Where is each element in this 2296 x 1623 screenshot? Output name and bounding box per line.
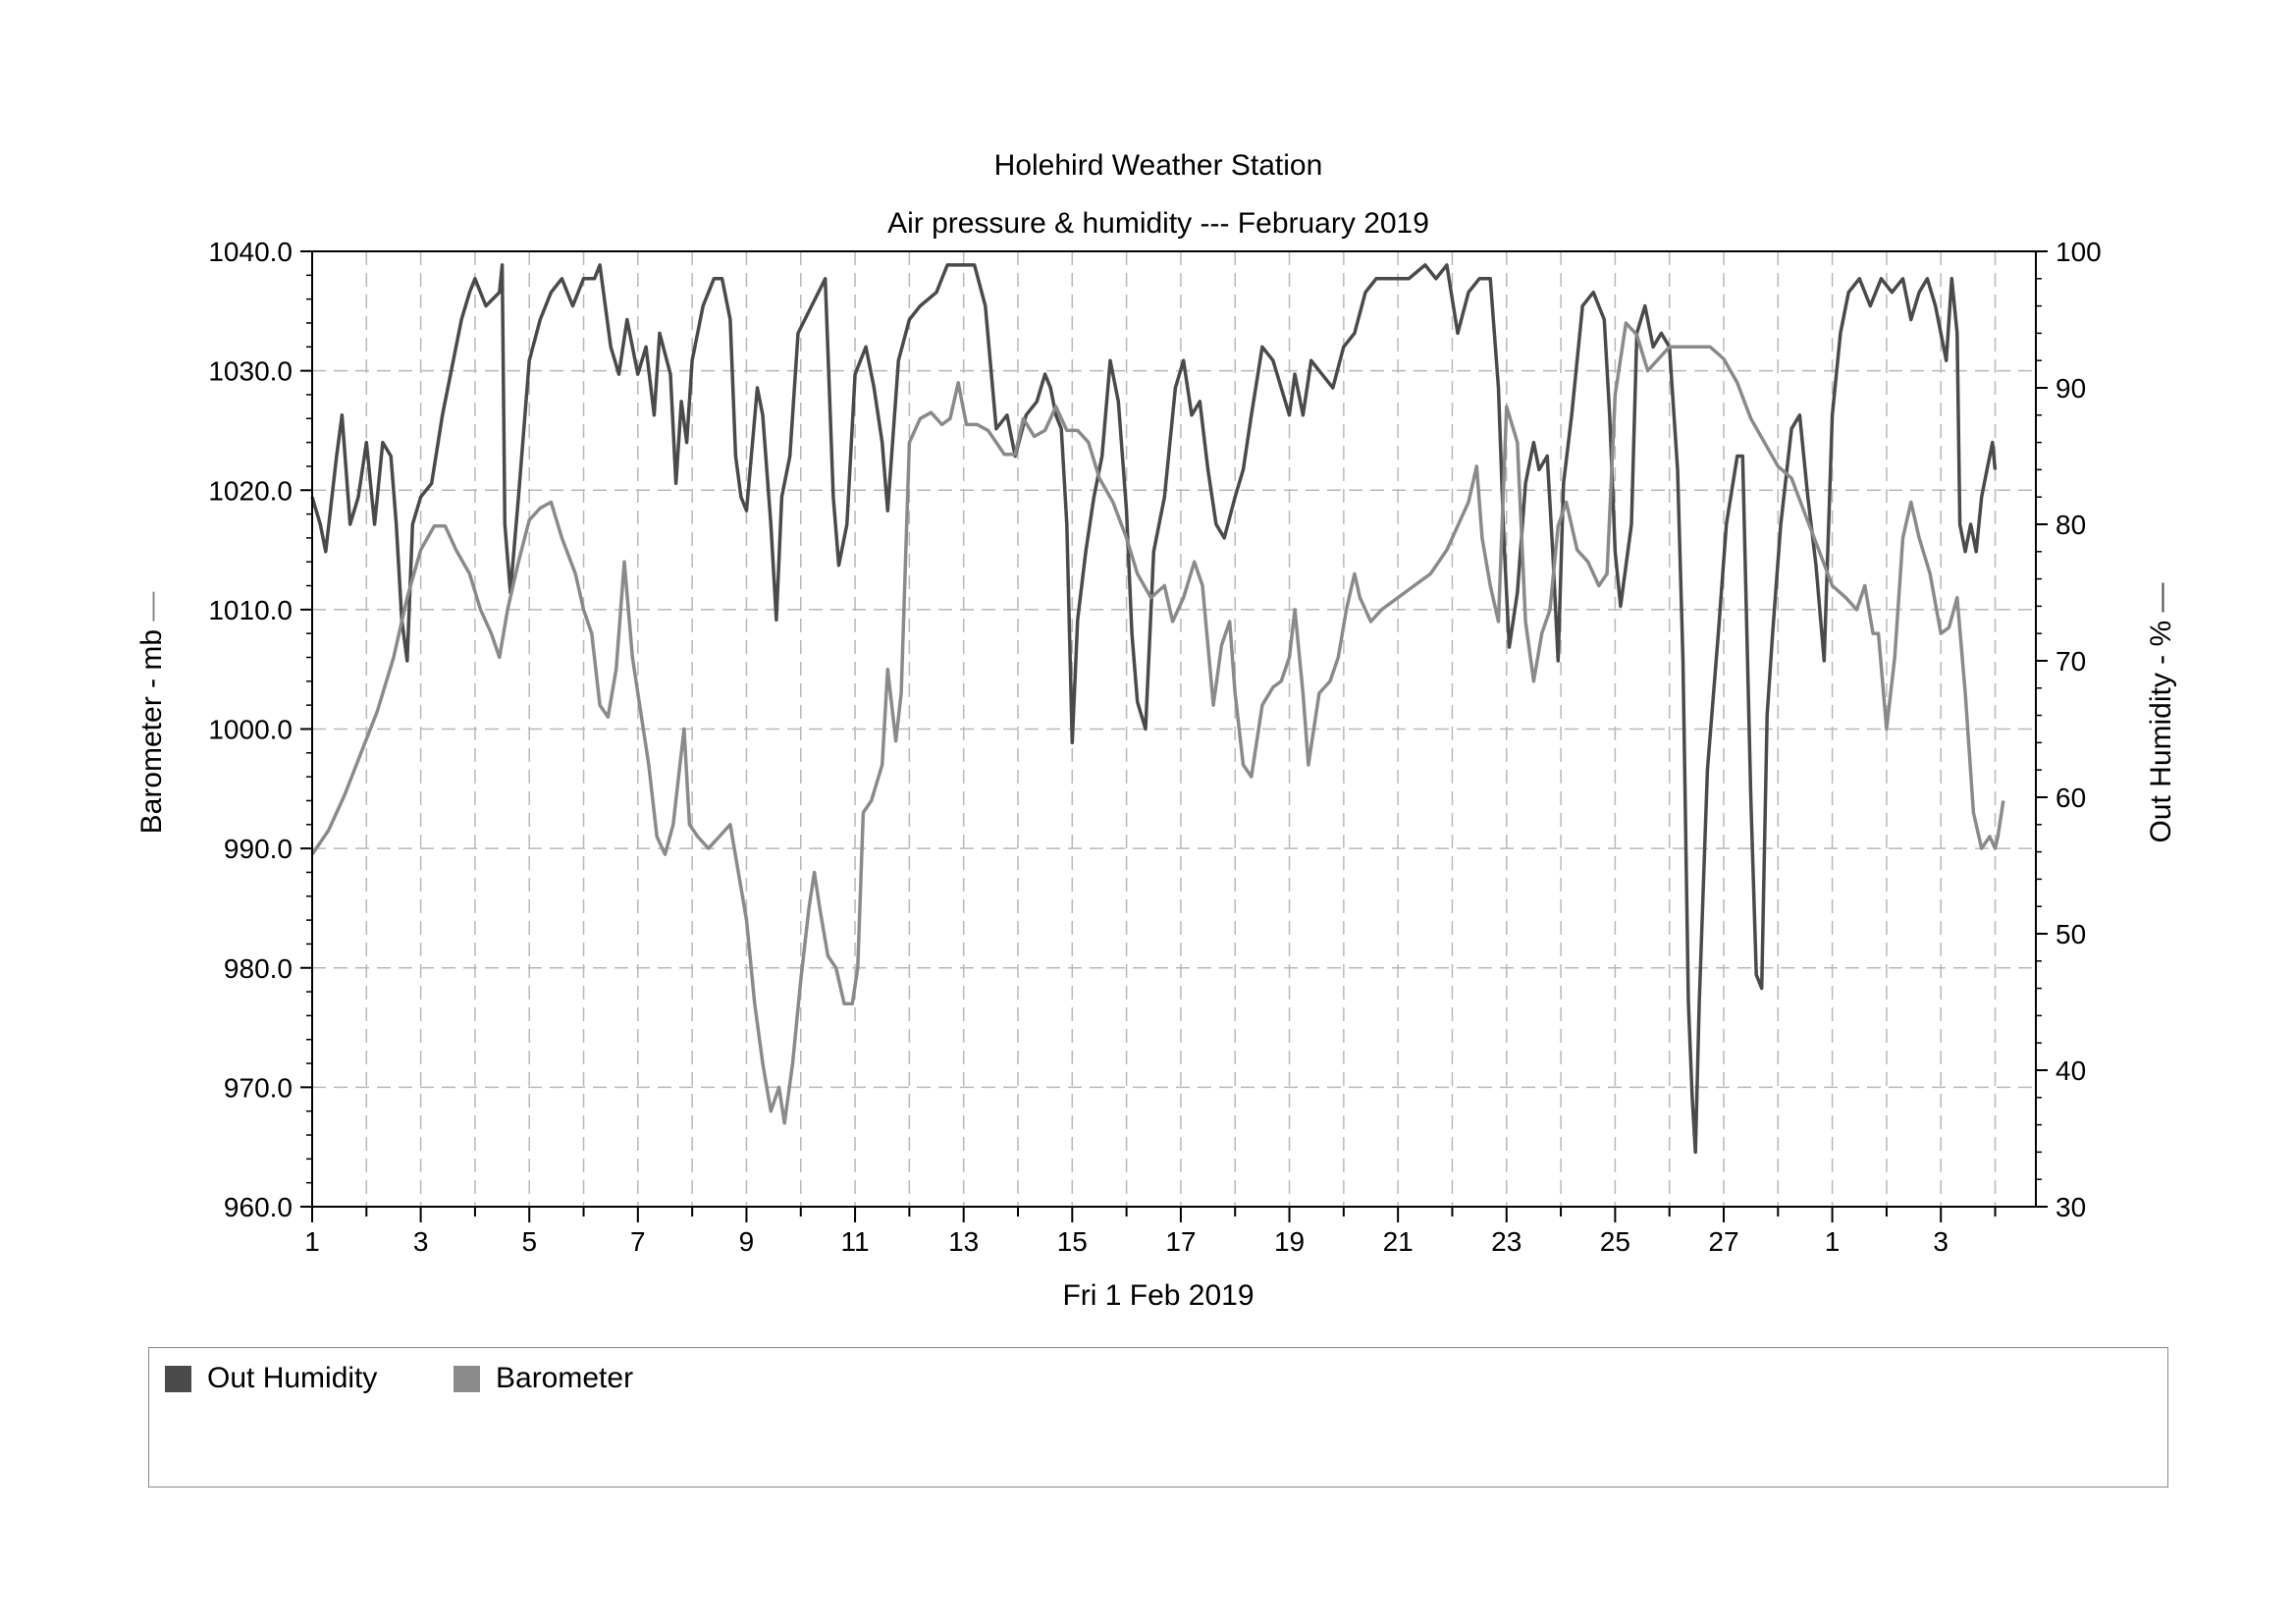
x-axis-tick-label: 19 xyxy=(1274,1226,1305,1257)
x-axis-tick-label: 23 xyxy=(1491,1226,1522,1257)
x-axis-tick-label: 13 xyxy=(948,1226,979,1257)
right-axis-tick-label: 90 xyxy=(2056,373,2086,404)
left-axis-tick-label: 1030.0 xyxy=(208,356,293,387)
legend-swatch-barometer xyxy=(454,1365,480,1392)
x-axis-tick-label: 1 xyxy=(1825,1226,1841,1257)
x-axis-label: Fri 1 Feb 2019 xyxy=(1062,1279,1254,1312)
legend-label-barometer: Barometer xyxy=(496,1362,634,1394)
legend: Out Humidity Barometer xyxy=(148,1347,2168,1488)
left-axis-tick-label: 970.0 xyxy=(224,1072,293,1103)
barometer-series-line xyxy=(310,321,2005,1125)
x-axis-tick-label: 15 xyxy=(1057,1226,1088,1257)
right-axis-tick-label: 50 xyxy=(2056,919,2086,949)
x-axis-tick-label: 17 xyxy=(1165,1226,1196,1257)
left-axis-legend-dash: — xyxy=(135,592,168,622)
left-axis-tick-label: 960.0 xyxy=(224,1192,293,1222)
x-axis-tick-label: 7 xyxy=(630,1226,646,1257)
x-axis-tick-label: 11 xyxy=(841,1226,870,1257)
left-axis-tick-label: 980.0 xyxy=(224,953,293,984)
left-axis-tick-label: 1040.0 xyxy=(208,237,293,267)
left-axis-tick-label: 1020.0 xyxy=(208,475,293,506)
x-axis-tick-label: 9 xyxy=(739,1226,755,1257)
x-axis-tick-label: 5 xyxy=(521,1226,537,1257)
left-axis-label-text: Barometer - mb xyxy=(135,629,168,834)
chart-subtitle: Air pressure & humidity --- February 201… xyxy=(887,207,1429,240)
legend-label-humidity: Out Humidity xyxy=(207,1362,378,1394)
left-axis-tick-label: 990.0 xyxy=(224,834,293,864)
right-axis-legend-dash: — xyxy=(2145,582,2177,612)
x-axis-tick-label: 25 xyxy=(1600,1226,1630,1257)
chart-title: Holehird Weather Station xyxy=(994,149,1323,182)
left-axis-tick-label: 1010.0 xyxy=(208,595,293,625)
right-axis-tick-label: 40 xyxy=(2056,1055,2086,1086)
right-axis-label: Out Humidity - % — xyxy=(2145,582,2177,842)
x-axis-tick-label: 3 xyxy=(1933,1226,1949,1257)
left-axis-label: Barometer - mb — xyxy=(135,592,168,835)
x-axis-tick-label: 3 xyxy=(413,1226,429,1257)
right-axis-label-text: Out Humidity - % xyxy=(2145,621,2177,843)
x-axis-tick-label: 27 xyxy=(1708,1226,1738,1257)
x-axis-tick-label: 1 xyxy=(304,1226,320,1257)
right-axis-tick-label: 80 xyxy=(2056,510,2086,540)
right-axis-tick-label: 30 xyxy=(2056,1192,2086,1222)
right-axis-tick-label: 70 xyxy=(2056,646,2086,676)
x-axis-tick-label: 21 xyxy=(1383,1226,1414,1257)
right-axis-tick-label: 100 xyxy=(2056,237,2102,267)
left-axis-tick-label: 1000.0 xyxy=(208,715,293,745)
humidity-series-line xyxy=(310,263,1998,1155)
legend-swatch-humidity xyxy=(165,1365,191,1392)
legend-item-barometer: Barometer xyxy=(454,1362,633,1395)
series-layer xyxy=(310,263,2005,1155)
right-axis-tick-label: 60 xyxy=(2056,783,2086,813)
axes-layer: 960.0 970.0 980.0 990.0 1000.0 1010.0 1020.0 10… xyxy=(208,237,2101,1257)
legend-item-humidity: Out Humidity xyxy=(165,1362,377,1395)
